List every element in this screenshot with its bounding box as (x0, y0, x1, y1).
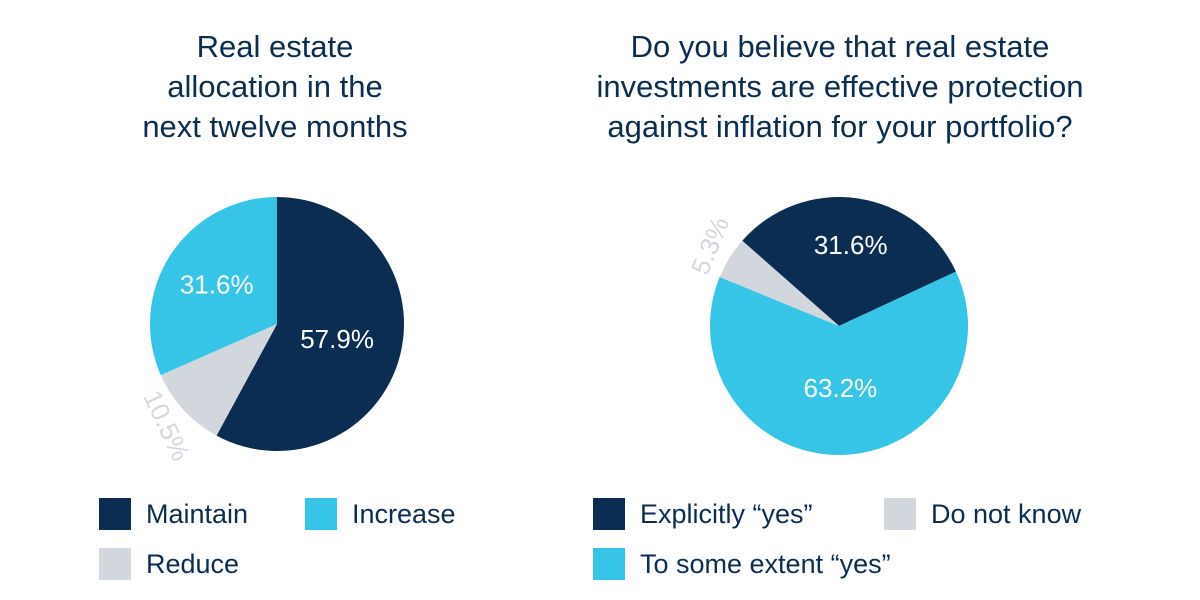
legend-swatch-maintain (99, 498, 131, 530)
title-line: against inflation for your portfolio? (607, 109, 1073, 144)
title-line: Do you believe that real estate (630, 29, 1050, 64)
title-line: Real estate (196, 29, 354, 64)
legend-label-to-some-extent-yes: To some extent “yes” (640, 549, 891, 579)
legend-swatch-do-not-know (884, 498, 916, 530)
slice-label-explicitly-yes: 31.6% (814, 230, 888, 260)
legend-label-do-not-know: Do not know (931, 499, 1082, 529)
pie-chart-inflation-protection: 31.6% 63.2% 5.3% (685, 197, 968, 455)
pie-slice-increase (149, 197, 277, 376)
pie-chart-allocation: 57.9% 10.5% 31.6% (138, 197, 405, 465)
chart-title-inflation-protection: Do you believe that real estate investme… (515, 27, 1165, 147)
slice-label-to-some-extent-yes: 63.2% (804, 373, 878, 403)
title-line: investments are effective protection (596, 69, 1084, 104)
legend-label-explicitly-yes: Explicitly “yes” (640, 499, 813, 529)
pie-slice-maintain (216, 197, 405, 451)
legend-label-increase: Increase (352, 499, 456, 529)
legend-swatch-increase (305, 498, 337, 530)
slice-label-increase: 31.6% (180, 270, 254, 300)
legend-label-maintain: Maintain (146, 499, 249, 529)
pie-slice-to-some-extent-yes (709, 271, 968, 455)
legend-swatch-to-some-extent-yes (593, 548, 625, 580)
pie-slice-explicitly-yes (742, 197, 956, 326)
pie-slice-reduce (160, 324, 277, 436)
title-line: next twelve months (142, 109, 408, 144)
title-line: allocation in the (167, 69, 383, 104)
legend-swatch-reduce (99, 548, 131, 580)
slice-label-maintain: 57.9% (300, 324, 374, 354)
legend-label-reduce: Reduce (146, 549, 240, 579)
pie-slice-do-not-know (719, 240, 839, 326)
legend-swatch-explicitly-yes (593, 498, 625, 530)
chart-title-allocation: Real estate allocation in the next twelv… (100, 27, 450, 147)
